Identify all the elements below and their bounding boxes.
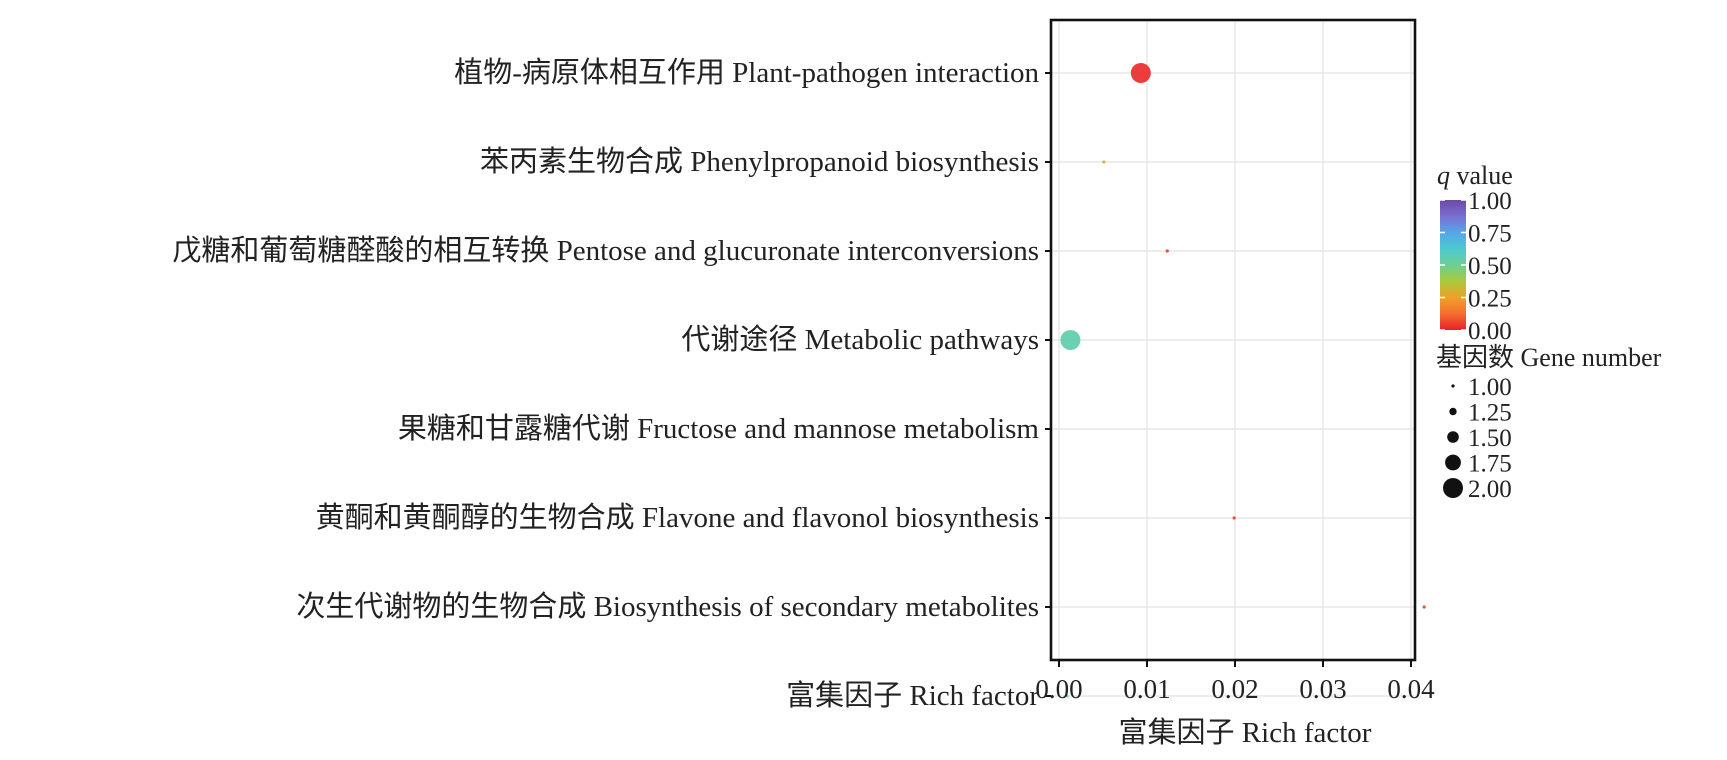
y-label-1: 苯丙素生物合成 Phenylpropanoid biosynthesis [480, 145, 1039, 178]
color-tick-label-0: 1.00 [1468, 188, 1512, 215]
x-tick-label-4: 0.04 [1387, 674, 1435, 704]
size-legend-dot-4 [1443, 478, 1463, 498]
data-points [1060, 63, 1426, 698]
y-label-4: 果糖和甘露糖代谢 Fructose and mannose metabolism [398, 412, 1040, 445]
y-label-0: 植物-病原体相互作用 Plant-pathogen interaction [454, 56, 1039, 89]
x-tick-label-1: 0.01 [1123, 674, 1170, 704]
size-legend-title: 基因数 Gene number [1436, 343, 1662, 372]
size-legend-dot-2 [1447, 431, 1459, 443]
data-point-0 [1130, 63, 1151, 83]
color-tick-label-4: 0.00 [1468, 318, 1512, 345]
y-label-3: 代谢途径 Metabolic pathways [681, 323, 1039, 356]
y-label-7: 富集因子 Rich factor [786, 679, 1039, 712]
y-label-2: 戊糖和葡萄糖醛酸的相互转换 Pentose and glucuronate in… [172, 234, 1039, 267]
size-legend-dot-1 [1449, 407, 1457, 416]
q-value-color-legend: q value 1.00 0.75 0.50 0.25 0.00 [1437, 161, 1513, 345]
size-legend-dot-0 [1451, 384, 1455, 388]
data-point-5 [1422, 605, 1426, 609]
color-legend-title-q: q [1437, 161, 1450, 190]
size-legend-label-2: 1.50 [1468, 425, 1512, 452]
data-point-4 [1232, 516, 1236, 520]
size-legend-label-3: 1.75 [1468, 451, 1512, 478]
x-tick-label-0: 0.00 [1035, 674, 1082, 704]
data-point-6 [1065, 694, 1069, 698]
color-tick-label-1: 0.75 [1468, 221, 1512, 248]
y-axis-labels: 植物-病原体相互作用 Plant-pathogen interaction 苯丙素… [172, 56, 1039, 712]
size-legend-label-1: 1.25 [1468, 400, 1512, 427]
color-bar-ticks: 1.00 0.75 0.50 0.25 0.00 [1440, 188, 1512, 345]
data-point-3 [1060, 330, 1081, 350]
data-point-2 [1165, 249, 1169, 253]
size-legend-dot-3 [1445, 454, 1461, 471]
gene-number-size-legend: 基因数 Gene number 1.001.251.501.752.00 [1436, 343, 1662, 503]
x-tick-label-3: 0.03 [1299, 674, 1346, 704]
axes [1045, 18, 1417, 697]
y-label-5: 黄酮和黄酮醇的生物合成 Flavone and flavonol biosynt… [316, 501, 1039, 534]
size-legend-label-4: 2.00 [1468, 476, 1512, 503]
x-tick-label-2: 0.02 [1211, 674, 1258, 704]
y-label-6: 次生代谢物的生物合成 Biosynthesis of secondary met… [296, 590, 1039, 623]
color-legend-title: q value [1437, 161, 1513, 190]
color-tick-label-2: 0.50 [1468, 253, 1512, 280]
data-point-1 [1102, 160, 1106, 164]
x-axis-title: 富集因子 Rich factor [1119, 716, 1372, 749]
size-legend-label-0: 1.00 [1468, 374, 1512, 401]
size-legend-items: 1.001.251.501.752.00 [1443, 374, 1512, 503]
x-axis-tick-labels: 0.00 0.01 0.02 0.03 0.04 [1035, 674, 1435, 704]
color-tick-label-3: 0.25 [1468, 286, 1512, 313]
color-legend-title-value: value [1450, 161, 1513, 190]
